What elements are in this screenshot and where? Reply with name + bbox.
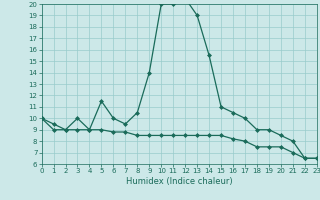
X-axis label: Humidex (Indice chaleur): Humidex (Indice chaleur) — [126, 177, 233, 186]
